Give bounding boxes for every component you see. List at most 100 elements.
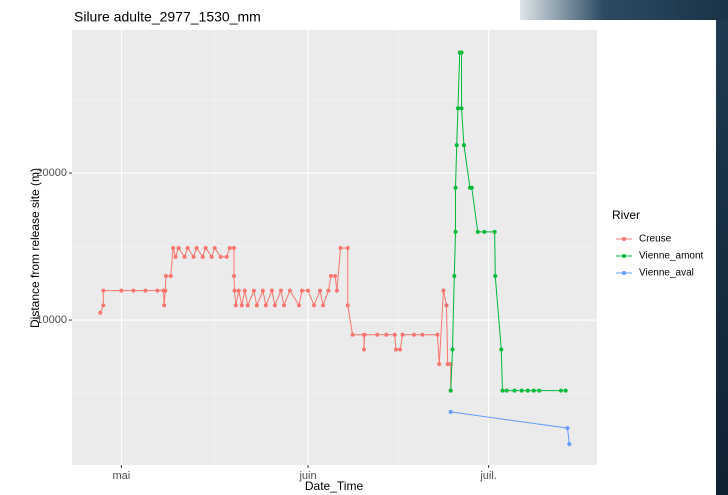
data-point	[532, 389, 536, 393]
x-tick-label: mai	[113, 470, 131, 482]
data-point	[143, 289, 147, 293]
data-point	[476, 230, 480, 234]
data-point	[204, 246, 208, 250]
legend-key-point	[622, 254, 626, 258]
chart-title: Silure adulte_2977_1530_mm	[74, 9, 261, 25]
data-point	[398, 347, 402, 351]
legend-key-point	[622, 271, 626, 275]
data-point	[300, 289, 304, 293]
data-point	[559, 389, 563, 393]
data-point	[346, 246, 350, 250]
data-point	[326, 289, 330, 293]
data-point	[101, 303, 105, 307]
y-tick-label: 20000	[36, 167, 67, 179]
data-point	[131, 289, 135, 293]
data-point	[351, 333, 355, 337]
data-point	[435, 333, 439, 337]
data-point	[449, 410, 453, 414]
data-point	[232, 246, 236, 250]
data-point	[243, 289, 247, 293]
data-point	[232, 274, 236, 278]
data-point	[234, 303, 238, 307]
data-point	[437, 362, 441, 366]
data-point	[452, 274, 456, 278]
data-point	[456, 106, 460, 110]
data-point	[363, 333, 367, 337]
data-point	[195, 246, 199, 250]
y-tick-label: 10000	[36, 314, 67, 326]
data-point	[246, 303, 250, 307]
data-point	[321, 303, 325, 307]
data-point	[279, 289, 283, 293]
data-point	[449, 389, 453, 393]
data-point	[261, 289, 265, 293]
data-point	[98, 311, 102, 315]
data-point	[240, 303, 244, 307]
data-point	[201, 255, 205, 259]
data-point	[460, 106, 464, 110]
data-point	[186, 246, 190, 250]
x-tick-label: juil.	[479, 470, 497, 482]
data-point	[567, 442, 571, 446]
data-point	[252, 289, 256, 293]
data-point	[169, 274, 173, 278]
data-point	[470, 186, 474, 190]
data-point	[482, 230, 486, 234]
data-point	[288, 289, 292, 293]
data-point	[339, 246, 343, 250]
legend-title: River	[612, 208, 640, 222]
data-point	[255, 303, 259, 307]
data-point	[499, 347, 503, 351]
data-point	[233, 289, 237, 293]
legend-label: Vienne_amont	[639, 251, 704, 262]
data-point	[335, 289, 339, 293]
data-point	[101, 289, 105, 293]
data-point	[451, 347, 455, 351]
data-point	[454, 186, 458, 190]
data-point	[454, 230, 458, 234]
legend-label: Creuse	[639, 234, 672, 245]
data-point	[306, 289, 310, 293]
data-point	[163, 289, 167, 293]
data-point	[162, 303, 166, 307]
data-point	[333, 274, 337, 278]
data-point	[375, 333, 379, 337]
panel	[72, 30, 597, 465]
data-point	[493, 274, 497, 278]
data-point	[183, 255, 187, 259]
data-point	[210, 255, 214, 259]
data-point	[394, 347, 398, 351]
legend-key-point	[622, 237, 626, 241]
data-point	[219, 255, 223, 259]
data-point	[213, 246, 217, 250]
y-axis-label: Distance from release site (m)	[28, 168, 42, 328]
data-point	[237, 289, 241, 293]
data-point	[228, 246, 232, 250]
data-point	[346, 303, 350, 307]
data-point	[520, 389, 524, 393]
data-point	[177, 246, 181, 250]
data-point	[455, 143, 459, 147]
data-point	[493, 230, 497, 234]
data-point	[164, 274, 168, 278]
data-point	[500, 389, 504, 393]
data-point	[119, 289, 123, 293]
data-point	[505, 389, 509, 393]
data-point	[412, 333, 416, 337]
data-point	[225, 255, 229, 259]
data-point	[155, 289, 159, 293]
data-point	[273, 303, 277, 307]
chart: Silure adulte_2977_1530_mm Date_Time Dis…	[0, 0, 728, 495]
data-point	[401, 333, 405, 337]
data-point	[171, 246, 175, 250]
data-point	[312, 303, 316, 307]
data-point	[318, 289, 322, 293]
data-point	[441, 289, 445, 293]
legend-label: Vienne_aval	[639, 268, 694, 279]
data-point	[362, 347, 366, 351]
data-point	[444, 303, 448, 307]
data-point	[564, 389, 568, 393]
data-point	[192, 255, 196, 259]
data-point	[264, 303, 268, 307]
data-point	[526, 389, 530, 393]
